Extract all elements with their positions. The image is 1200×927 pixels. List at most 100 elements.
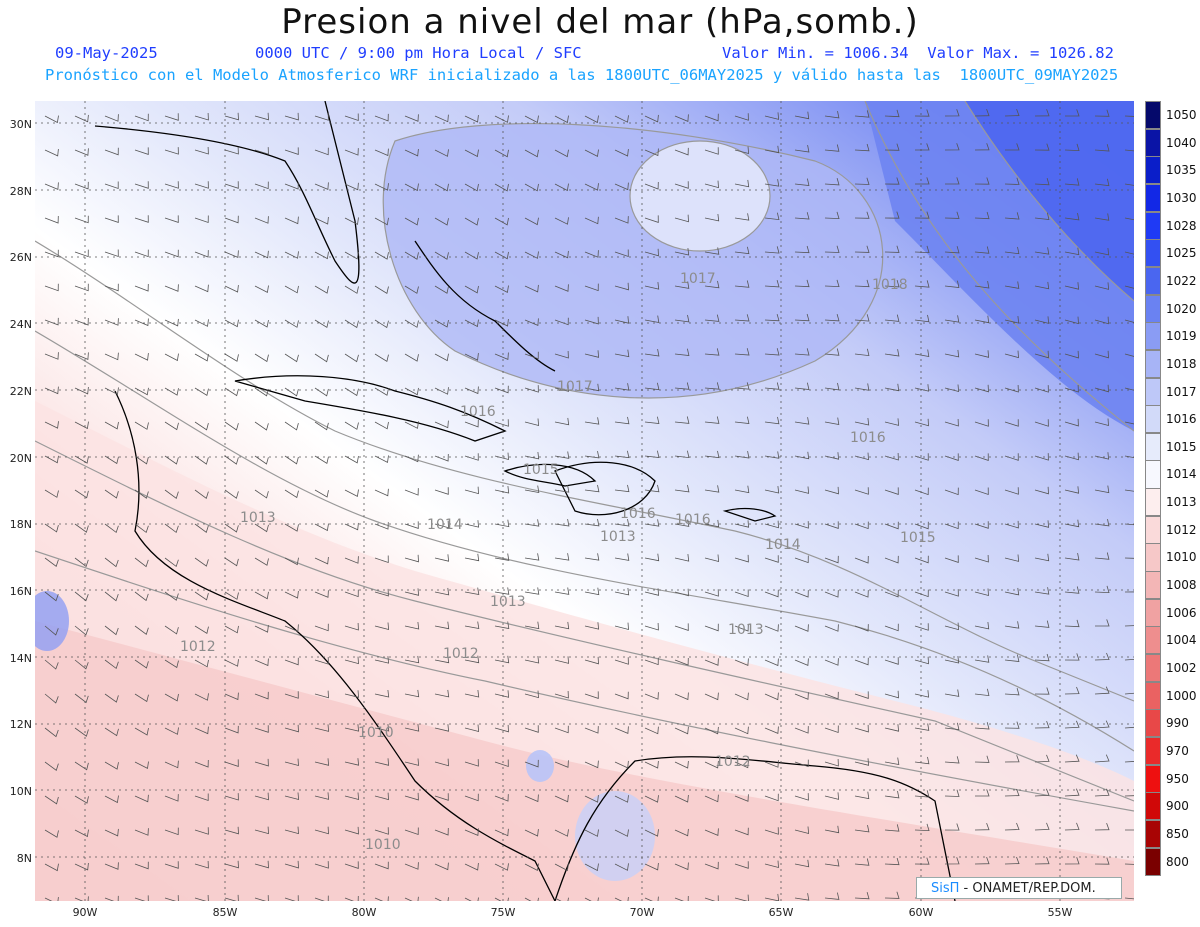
wind-barb <box>224 759 239 767</box>
wind-barb <box>1064 384 1079 393</box>
wind-barb <box>344 724 360 732</box>
wind-barb <box>584 115 599 124</box>
wind-barb <box>1064 418 1079 427</box>
wind-barb <box>494 587 510 595</box>
wind-barb <box>824 658 839 666</box>
wind-barb <box>104 557 119 568</box>
wind-barb <box>374 353 389 363</box>
wind-barb <box>674 794 689 803</box>
wind-barb <box>644 588 660 596</box>
wind-barb <box>224 692 239 701</box>
wind-barb <box>194 284 209 293</box>
wind-barb <box>464 621 480 629</box>
wind-barb <box>404 792 419 801</box>
wind-barb <box>794 859 810 868</box>
wind-barb <box>1004 177 1020 185</box>
wind-barb <box>344 353 359 363</box>
wind-barb <box>734 554 749 563</box>
wind-barb <box>734 658 749 666</box>
south-america-coast <box>554 756 956 901</box>
wind-barb <box>224 793 239 801</box>
wind-barb <box>374 421 389 430</box>
wind-barb <box>584 316 599 325</box>
colorbar-label: 1010 <box>1166 550 1197 565</box>
wind-barb <box>854 245 870 253</box>
wind-barb <box>164 557 179 568</box>
wind-barb <box>134 861 149 870</box>
wind-barb <box>1004 587 1020 596</box>
wind-barb <box>374 488 389 497</box>
wind-barb <box>134 215 149 223</box>
wind-barb <box>704 623 719 632</box>
wind-barb <box>74 148 89 156</box>
wind-barb <box>464 897 479 901</box>
wind-barb <box>44 455 59 464</box>
wind-barb <box>1064 143 1080 152</box>
contour-label: 1016 <box>675 512 711 528</box>
wind-barb <box>1094 754 1110 763</box>
wind-barb <box>1004 621 1020 629</box>
wind-barb <box>44 863 59 872</box>
lat-label: 24N <box>9 318 32 331</box>
wind-barb <box>944 555 959 563</box>
wind-barb <box>1064 247 1080 256</box>
wind-barb <box>974 246 990 254</box>
wind-barb <box>884 623 899 632</box>
wind-barb <box>1124 591 1134 593</box>
wind-barb <box>974 822 990 831</box>
wind-barb <box>314 182 329 190</box>
wind-barb <box>374 588 389 597</box>
wind-barb <box>344 826 359 835</box>
wind-barb <box>74 659 89 670</box>
wind-barb <box>704 416 720 424</box>
wind-barb <box>974 521 989 529</box>
wind-barb <box>584 726 599 734</box>
wind-barb <box>644 657 659 666</box>
wind-barb <box>314 147 329 156</box>
wind-barb <box>764 416 780 425</box>
wind-barb <box>224 591 239 600</box>
wind-barb <box>74 896 89 901</box>
wind-barb <box>914 453 929 461</box>
wind-barb <box>104 591 119 602</box>
colorbar-swatch <box>1145 128 1161 157</box>
wind-barb <box>704 828 719 836</box>
wind-barb <box>524 217 539 226</box>
lon-label: 90W <box>72 906 98 919</box>
wind-barb <box>314 353 329 363</box>
wind-barb <box>464 689 480 698</box>
wind-barb <box>194 353 209 362</box>
wind-barb <box>884 724 900 732</box>
wind-barb <box>404 827 419 836</box>
wind-barb <box>824 348 840 356</box>
wind-barb <box>164 760 179 769</box>
wind-barb <box>134 591 149 602</box>
wind-barb <box>194 591 209 601</box>
wind-barb <box>344 589 359 598</box>
wind-barb <box>674 382 690 390</box>
wind-barb <box>1064 653 1080 661</box>
wind-barb <box>1124 251 1134 255</box>
wind-barb <box>704 589 719 597</box>
credit-box: SisΠ - ONAMET/REP.DOM. <box>916 877 1122 899</box>
wind-barb <box>284 181 299 190</box>
wind-barb <box>224 557 239 567</box>
wind-barb <box>1034 316 1050 324</box>
wind-barb <box>674 588 689 597</box>
wind-barb <box>524 318 539 326</box>
wind-barb <box>734 246 750 255</box>
wind-barb <box>1124 319 1134 323</box>
wind-barb <box>464 149 479 158</box>
wind-barb <box>734 416 750 424</box>
wind-barb <box>614 587 630 596</box>
wind-barb <box>974 315 990 324</box>
wind-barb <box>44 283 59 292</box>
lat-label: 20N <box>9 452 32 465</box>
wind-barb <box>404 689 420 698</box>
wind-barb <box>524 183 539 192</box>
wind-barb <box>434 319 449 328</box>
lat-label: 10N <box>9 785 32 798</box>
lon-label: 85W <box>212 906 238 919</box>
wind-barb <box>884 555 899 564</box>
wind-barb <box>914 349 930 357</box>
